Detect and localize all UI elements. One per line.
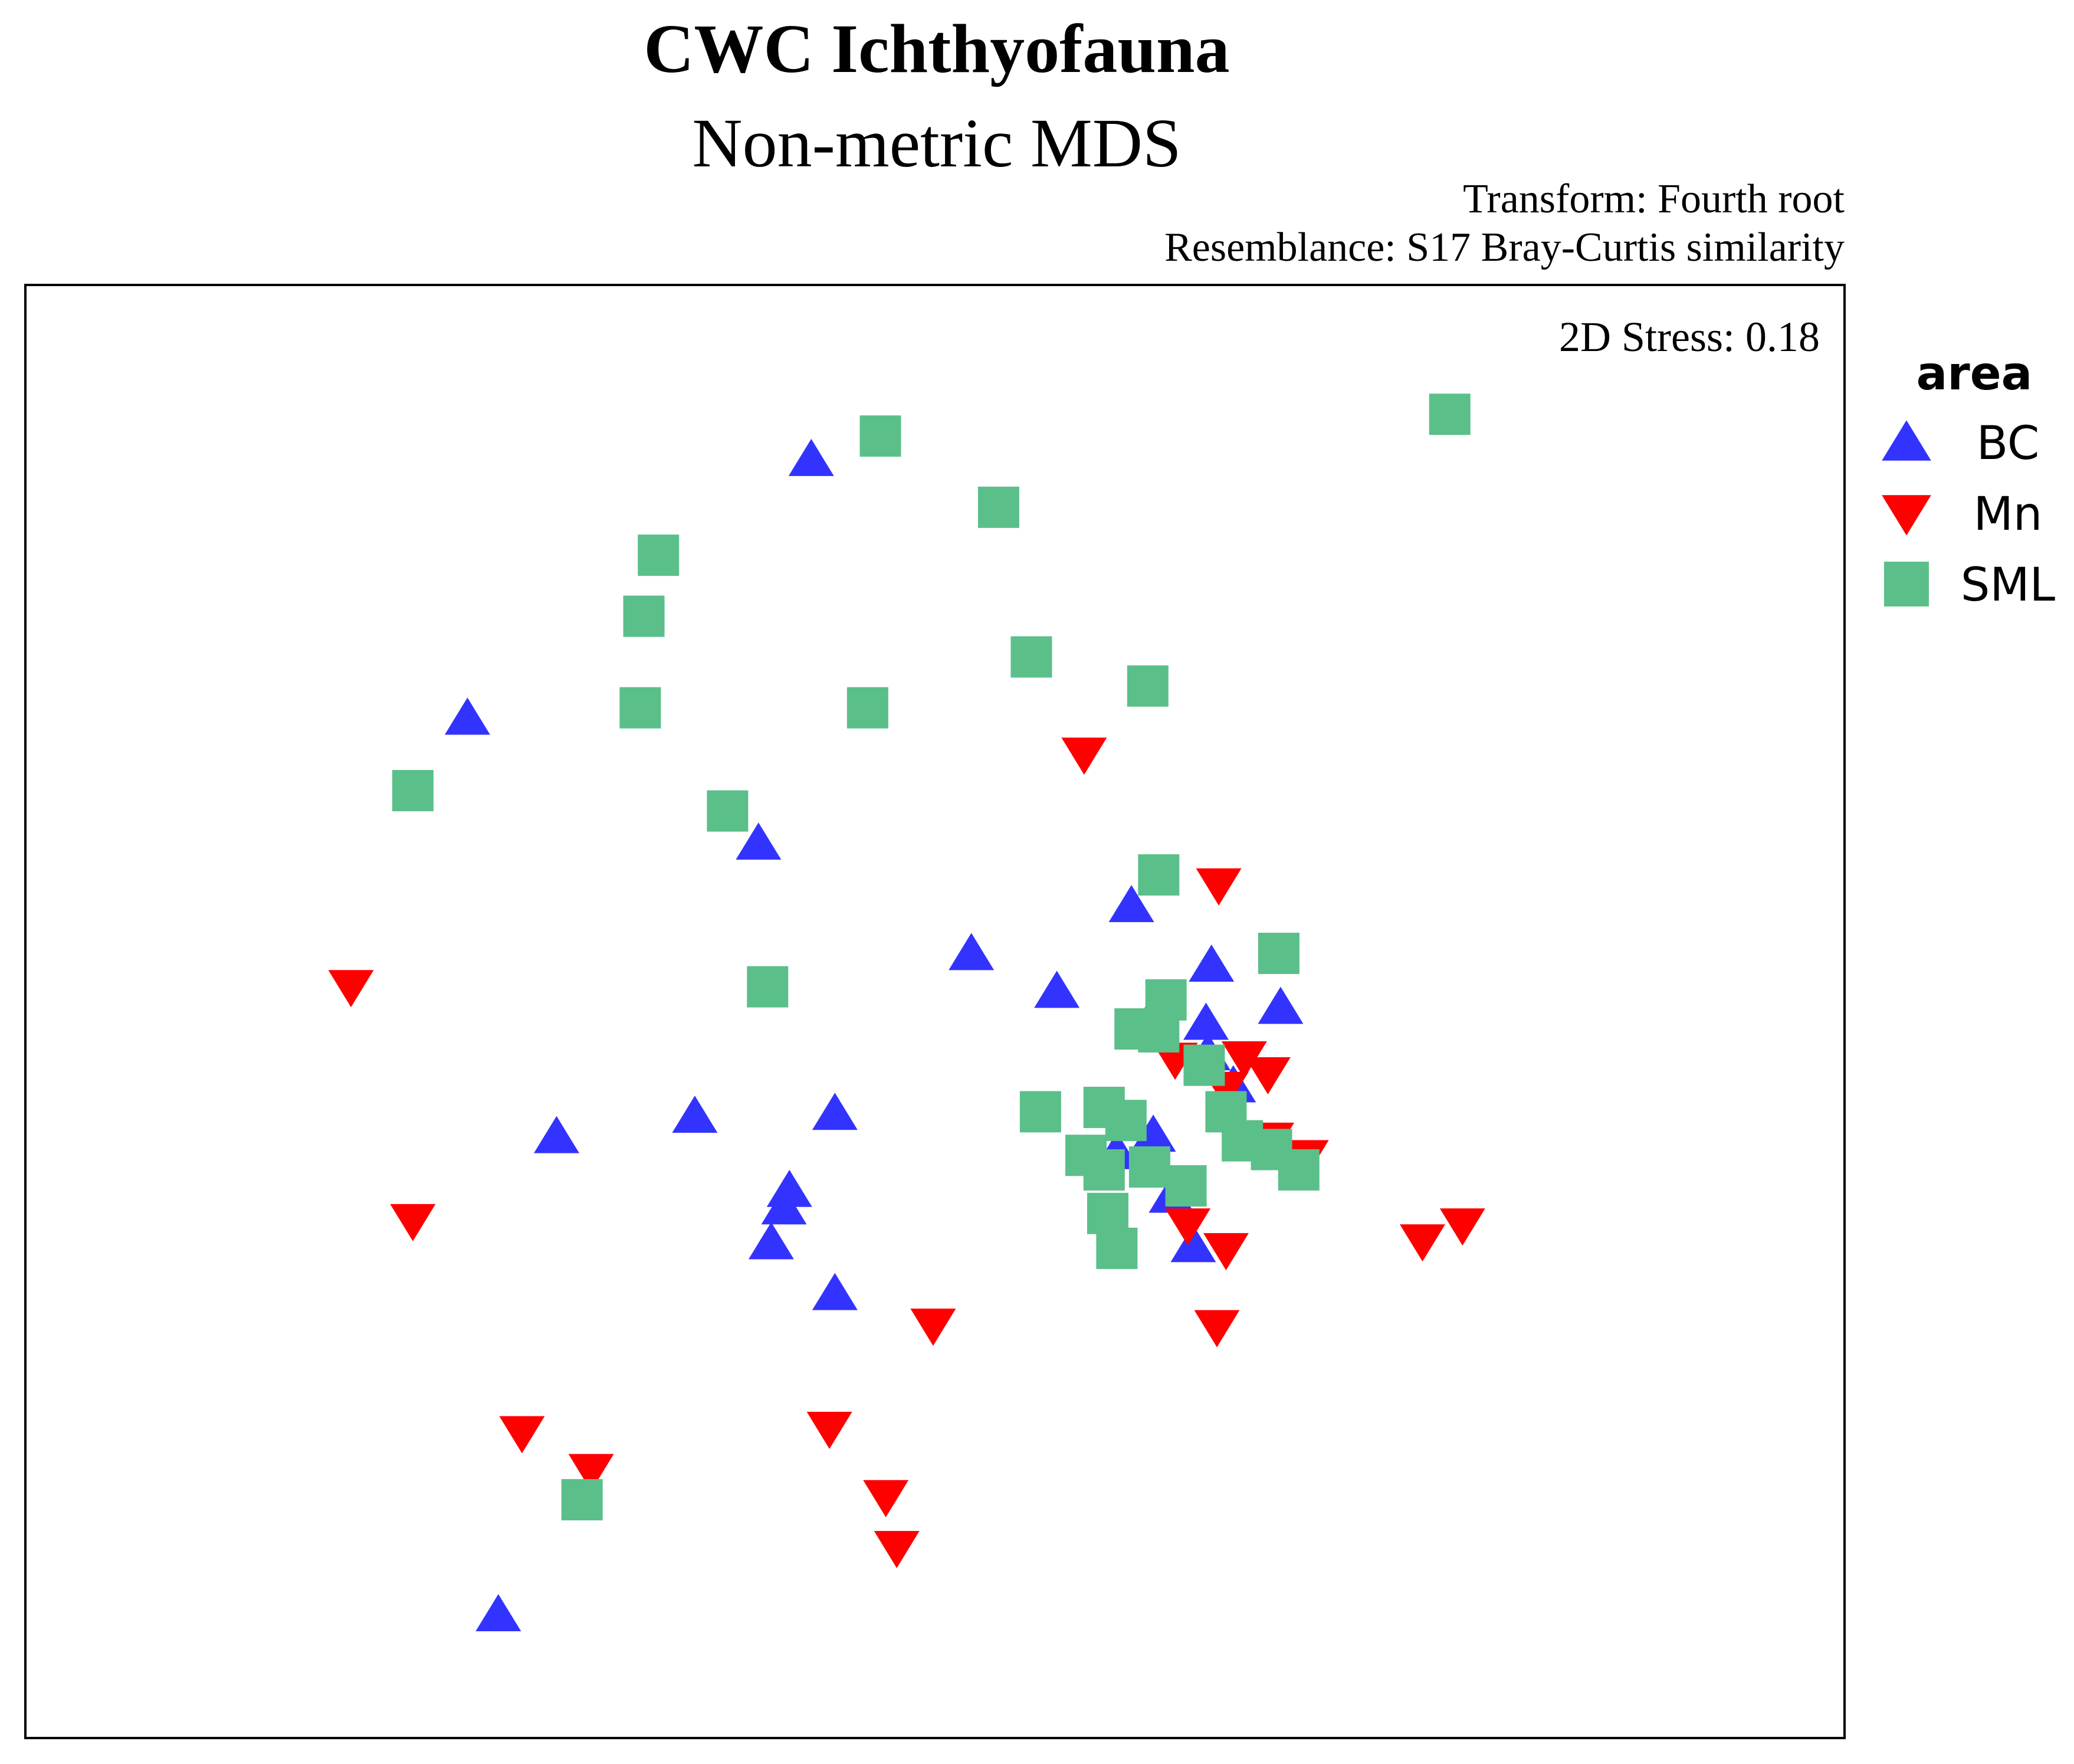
- point-bc: [1108, 885, 1154, 923]
- point-bc: [444, 697, 490, 735]
- point-sml: [1105, 1100, 1147, 1142]
- point-bc: [1034, 970, 1080, 1008]
- legend-item-sml: SML: [1884, 559, 2056, 612]
- point-sml: [1165, 1165, 1207, 1207]
- point-mn: [1245, 1057, 1291, 1095]
- point-mn: [874, 1530, 920, 1568]
- point-bc: [812, 1273, 858, 1310]
- point-sml: [1083, 1149, 1125, 1191]
- point-sml: [1019, 1091, 1061, 1133]
- point-mn: [1165, 1208, 1211, 1246]
- legend-label-mn: Mn: [1974, 488, 2043, 541]
- legend-marker-sml: [1884, 562, 1929, 606]
- point-mn: [1196, 868, 1242, 906]
- point-mn: [1061, 737, 1107, 775]
- plot-frame: [24, 284, 1846, 1739]
- point-bc: [736, 822, 782, 860]
- transform-annotation: Transform: Fourth root: [1463, 176, 1845, 222]
- legend: area BC Mn SML: [1882, 347, 2056, 612]
- point-bc: [1170, 1225, 1216, 1263]
- point-sml: [859, 415, 901, 457]
- point-bc: [748, 1222, 794, 1260]
- point-sml: [561, 1479, 603, 1521]
- point-sml: [1278, 1149, 1320, 1191]
- point-bc: [475, 1593, 521, 1631]
- point-mn: [1439, 1208, 1485, 1246]
- legend-item-bc: BC: [1882, 417, 2039, 470]
- point-bc: [788, 438, 834, 476]
- point-mn: [1203, 1233, 1249, 1271]
- point-mn: [568, 1454, 614, 1491]
- point-bc: [672, 1096, 718, 1133]
- legend-label-sml: SML: [1961, 559, 2056, 612]
- point-sml: [619, 687, 661, 729]
- point-bc: [1258, 986, 1304, 1024]
- point-mn: [390, 1204, 436, 1241]
- point-mn: [1221, 1041, 1267, 1078]
- point-mn: [499, 1416, 545, 1454]
- point-bc: [812, 1093, 858, 1130]
- point-mn: [328, 970, 374, 1008]
- point-mn: [806, 1412, 852, 1450]
- point-sml: [977, 486, 1019, 528]
- point-bc: [1130, 1114, 1176, 1152]
- point-sml: [392, 770, 434, 812]
- point-sml: [623, 595, 665, 637]
- point-mn: [1194, 1310, 1240, 1347]
- point-mn: [863, 1480, 909, 1517]
- point-sml: [1429, 394, 1471, 435]
- legend-marker-mn: [1882, 495, 1931, 536]
- point-sml: [1087, 1192, 1128, 1234]
- series-sml: [392, 394, 1471, 1521]
- point-sml: [1127, 665, 1169, 707]
- point-sml: [638, 535, 680, 576]
- point-sml: [747, 966, 789, 1008]
- stress-annotation: 2D Stress: 0.18: [1559, 313, 1820, 360]
- point-sml: [707, 790, 749, 832]
- point-mn: [910, 1309, 956, 1346]
- point-sml: [1096, 1227, 1138, 1269]
- chart-title: CWC Ichthyofauna: [644, 10, 1229, 87]
- point-sml: [1258, 932, 1299, 974]
- point-sml: [1138, 1011, 1180, 1053]
- point-bc: [1189, 945, 1235, 982]
- point-bc: [534, 1116, 580, 1153]
- point-bc: [949, 933, 995, 970]
- point-mn: [1400, 1224, 1446, 1262]
- legend-title: area: [1917, 347, 2033, 401]
- point-bc: [761, 1187, 807, 1225]
- resemblance-annotation: Resemblance: S17 Bray-Curtis similarity: [1164, 225, 1845, 270]
- legend-item-mn: Mn: [1882, 488, 2042, 541]
- point-bc: [1183, 1002, 1229, 1040]
- point-sml: [1183, 1044, 1225, 1086]
- data-points: [328, 394, 1485, 1631]
- legend-marker-bc: [1882, 420, 1931, 461]
- point-sml: [1010, 636, 1052, 678]
- chart-subtitle: Non-metric MDS: [692, 104, 1181, 182]
- point-sml: [846, 687, 888, 729]
- point-sml: [1138, 854, 1180, 896]
- legend-label-bc: BC: [1977, 417, 2040, 470]
- point-sml: [1128, 1146, 1170, 1188]
